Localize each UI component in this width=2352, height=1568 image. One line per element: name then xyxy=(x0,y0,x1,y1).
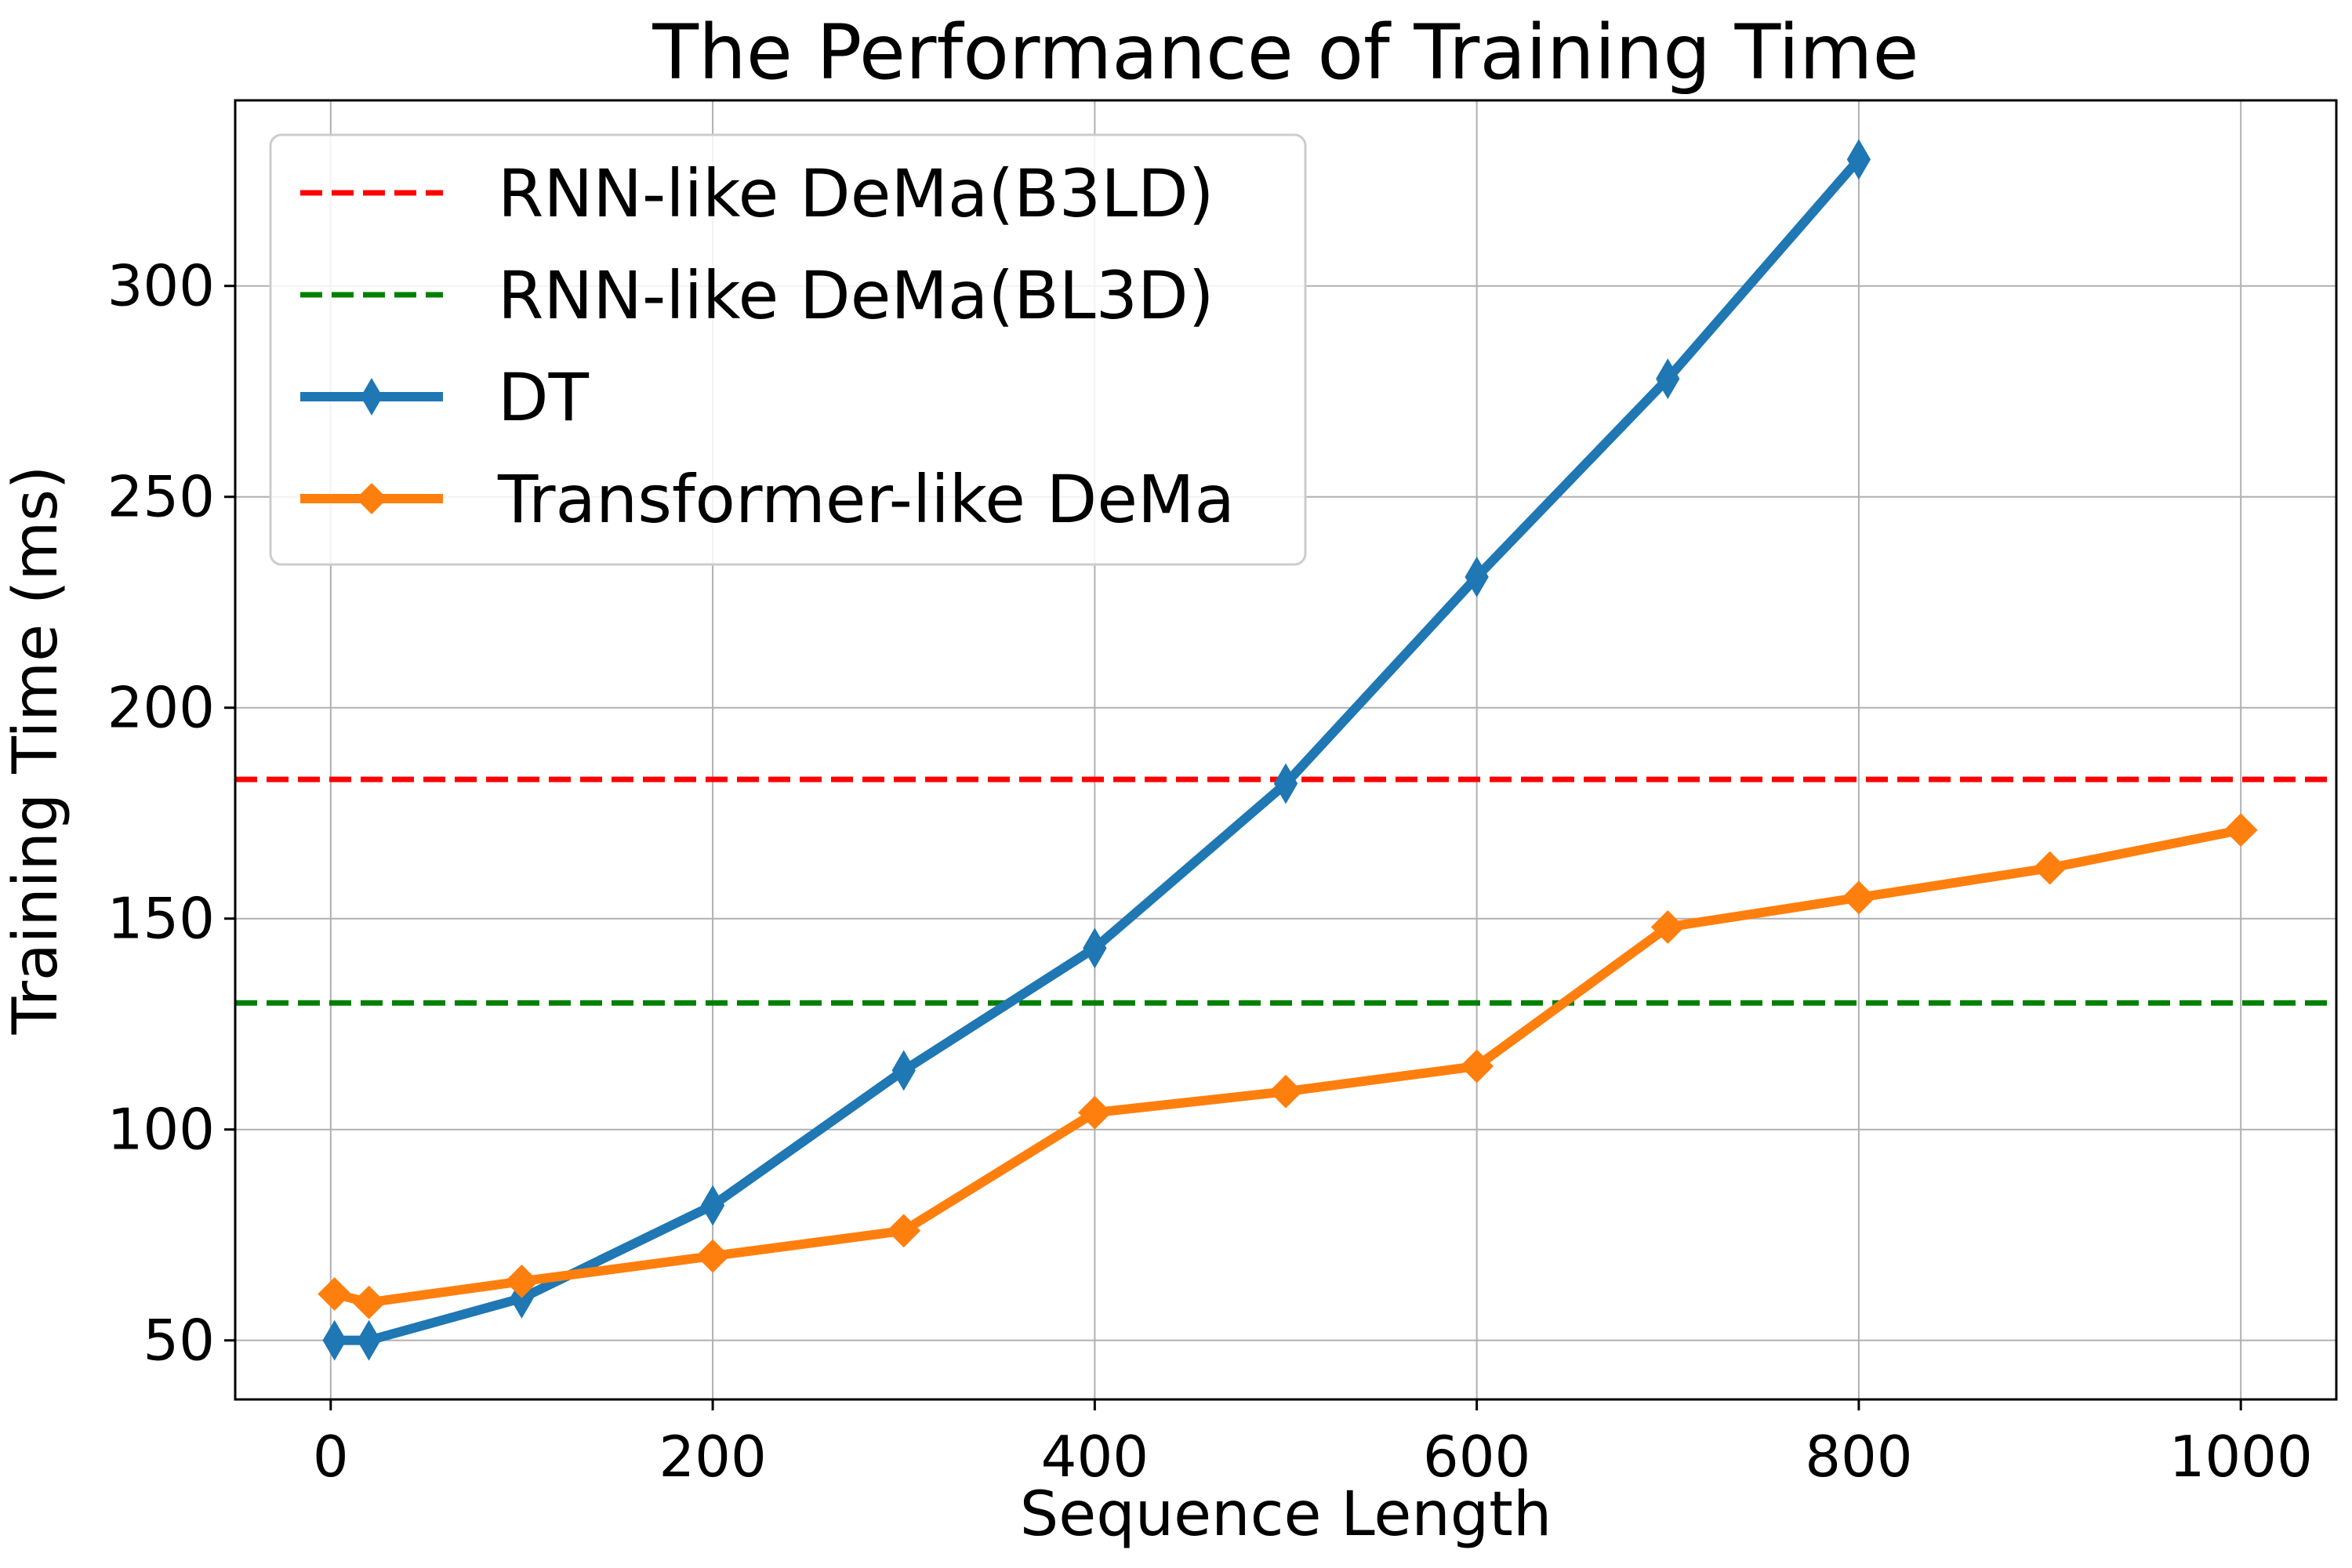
data-point xyxy=(322,1319,347,1361)
series xyxy=(318,139,2258,1361)
legend-label: RNN-like DeMa(B3LD) xyxy=(498,155,1214,232)
series-line xyxy=(329,825,2246,1308)
x-tick-label: 0 xyxy=(313,1424,349,1490)
axis-ticks: 0 200 400 600 800 1000 50 100 150 200 250 300 xyxy=(107,253,2313,1490)
data-point xyxy=(2033,851,2067,885)
data-point xyxy=(1083,927,1107,969)
x-tick-label: 1000 xyxy=(2169,1424,2313,1490)
data-point xyxy=(2223,813,2258,848)
y-tick-label: 200 xyxy=(107,675,215,741)
legend-box xyxy=(269,133,1307,566)
data-point xyxy=(357,1319,381,1361)
data-point xyxy=(695,1239,730,1273)
y-tick-label: 150 xyxy=(107,886,215,952)
legend-label: Transformer-like DeMa xyxy=(497,461,1235,538)
data-point xyxy=(505,1264,539,1298)
data-point xyxy=(1269,1074,1303,1109)
y-tick-label: 250 xyxy=(107,464,215,530)
legend-marker xyxy=(361,378,383,416)
data-point xyxy=(891,1050,916,1091)
data-point xyxy=(1465,556,1489,597)
y-tick-label: 50 xyxy=(143,1308,215,1374)
x-tick-label: 800 xyxy=(1805,1424,1912,1490)
data-point xyxy=(1460,1049,1494,1083)
legend-marker xyxy=(356,483,387,514)
legend-label: DT xyxy=(498,359,590,436)
data-point xyxy=(1846,139,1871,180)
data-point xyxy=(1077,1095,1112,1130)
data-point xyxy=(887,1214,921,1248)
y-axis-title: Training Time (ms) xyxy=(1,466,71,1036)
x-tick-label: 400 xyxy=(1041,1424,1149,1490)
series-line xyxy=(329,154,1864,1345)
legend: RNN-like DeMa(B3LD) RNN-like DeMa(BL3D) DT… xyxy=(269,133,1307,566)
data-point xyxy=(352,1285,386,1319)
x-tick-label: 200 xyxy=(659,1424,766,1490)
data-point xyxy=(1650,910,1685,944)
data-point xyxy=(1656,358,1680,400)
legend-label: RNN-like DeMa(BL3D) xyxy=(498,257,1214,334)
y-tick-label: 300 xyxy=(107,253,215,319)
chart-title: The Performance of Training Time xyxy=(652,9,1918,96)
data-point xyxy=(1273,763,1298,804)
data-point xyxy=(1842,880,1876,915)
data-point xyxy=(700,1185,725,1226)
data-point xyxy=(318,1277,352,1311)
x-tick-label: 600 xyxy=(1423,1424,1530,1490)
x-axis-title: Sequence Length xyxy=(1020,1479,1552,1550)
y-tick-label: 100 xyxy=(107,1097,215,1163)
plot-frame xyxy=(234,99,2338,1401)
